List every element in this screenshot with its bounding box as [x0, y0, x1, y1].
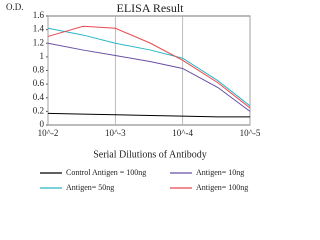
y-tick-label: 1.2 [33, 37, 44, 47]
y-tick-label: 1.6 [33, 10, 45, 20]
legend-label: Antigen= 100ng [196, 183, 248, 192]
series-line [47, 27, 251, 107]
series-line [47, 25, 251, 109]
y-tick-label: 1 [40, 51, 45, 61]
chart-title: ELISA Result [116, 1, 184, 15]
y-tick-label: 0.4 [33, 92, 45, 102]
legend-label: Antigen= 50ng [66, 183, 114, 192]
series-line [47, 112, 250, 118]
y-tick-label: 0.2 [33, 105, 44, 115]
chart: ELISA Result O.D. Serial Dilutions of An… [6, 1, 261, 192]
series-line [47, 42, 251, 112]
y-axis-label: O.D. [6, 2, 24, 12]
y-tick-label: 0.8 [33, 65, 45, 75]
x-tick-label: 10^-5 [240, 128, 261, 138]
y-tick-label: 0 [40, 119, 45, 129]
x-tick-label: 10^-4 [172, 128, 193, 138]
x-axis-label: Serial Dilutions of Antibody [93, 149, 207, 160]
y-tick-label: 0.6 [33, 78, 45, 88]
x-tick-label: 10^-2 [38, 128, 59, 138]
legend-label: Control Antigen = 100ng [66, 168, 146, 177]
x-tick-label: 10^-3 [105, 128, 126, 138]
legend-label: Antigen= 10ng [196, 168, 244, 177]
y-tick-label: 1.4 [33, 24, 45, 34]
plot-frame [47, 15, 251, 126]
